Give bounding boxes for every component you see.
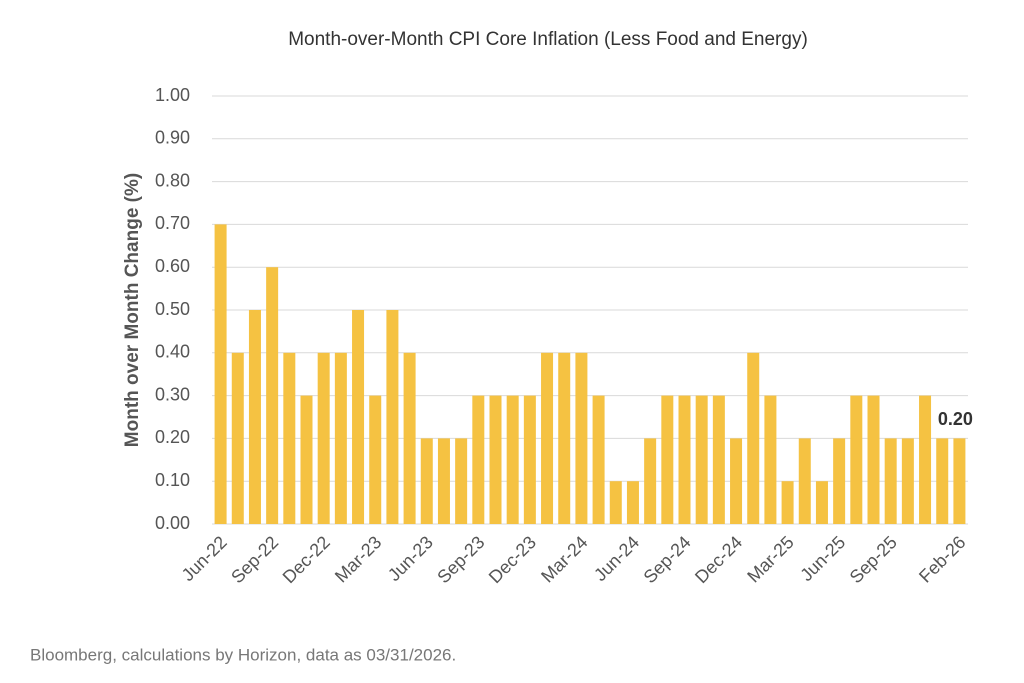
bar <box>266 267 279 524</box>
bar <box>300 395 313 524</box>
x-tick-label: Feb-26 <box>915 532 969 586</box>
y-tick-label: 0.50 <box>155 299 190 319</box>
x-tick-label: Sep-23 <box>433 532 488 587</box>
x-tick-label: Mar-23 <box>331 532 385 586</box>
y-tick-label: 0.70 <box>155 213 190 233</box>
bar <box>798 438 811 524</box>
chart-title: Month-over-Month CPI Core Inflation (Les… <box>288 29 808 50</box>
bar <box>644 438 657 524</box>
bar <box>472 395 485 524</box>
bar <box>609 481 622 524</box>
y-tick-label: 0.00 <box>155 513 190 533</box>
bar <box>506 395 519 524</box>
y-tick-label: 0.30 <box>155 384 190 404</box>
bar <box>317 352 330 524</box>
bar <box>626 481 639 524</box>
x-tick-label: Jun-23 <box>384 532 437 585</box>
bar <box>712 395 725 524</box>
value-label: 0.20 <box>938 409 973 429</box>
y-tick-label: 0.60 <box>155 256 190 276</box>
bar <box>901 438 914 524</box>
bar <box>369 395 382 524</box>
bar <box>334 352 347 524</box>
bar <box>730 438 743 524</box>
bar <box>936 438 949 524</box>
bar <box>283 352 296 524</box>
bar <box>386 310 399 524</box>
x-tick-label: Sep-25 <box>846 532 901 587</box>
y-tick-label: 0.40 <box>155 342 190 362</box>
bar <box>541 352 554 524</box>
x-tick-label: Dec-24 <box>691 532 746 587</box>
bar <box>919 395 932 524</box>
bar <box>850 395 863 524</box>
x-tick-label: Jun-24 <box>590 532 643 585</box>
bar <box>764 395 777 524</box>
x-tick-label: Mar-24 <box>537 532 591 586</box>
y-tick-label: 0.80 <box>155 170 190 190</box>
x-tick-label: Jun-22 <box>178 532 231 585</box>
bar <box>558 352 571 524</box>
bar <box>231 352 244 524</box>
x-tick-label: Dec-22 <box>279 532 334 587</box>
x-tick-label: Dec-23 <box>485 532 540 587</box>
bar <box>455 438 468 524</box>
bar <box>695 395 708 524</box>
x-tick-label: Sep-24 <box>639 532 694 587</box>
bar <box>437 438 450 524</box>
y-tick-label: 0.20 <box>155 427 190 447</box>
bar <box>248 310 261 524</box>
bar <box>592 395 605 524</box>
bar <box>489 395 502 524</box>
bar <box>352 310 365 524</box>
y-tick-label: 0.90 <box>155 128 190 148</box>
x-tick-label: Sep-22 <box>227 532 282 587</box>
bar <box>867 395 880 524</box>
bar <box>815 481 828 524</box>
bar <box>523 395 536 524</box>
y-tick-label: 0.10 <box>155 470 190 490</box>
x-tick-label: Mar-25 <box>743 532 797 586</box>
bar <box>420 438 433 524</box>
bar <box>953 438 966 524</box>
bar <box>884 438 897 524</box>
bar <box>575 352 588 524</box>
bar <box>214 224 227 524</box>
bar <box>781 481 794 524</box>
y-tick-label: 1.00 <box>155 85 190 105</box>
bar <box>661 395 674 524</box>
source-note: Bloomberg, calculations by Horizon, data… <box>30 645 456 664</box>
bar <box>403 352 416 524</box>
x-tick-label: Jun-25 <box>796 532 849 585</box>
bar <box>747 352 760 524</box>
bar <box>833 438 846 524</box>
bar <box>678 395 691 524</box>
y-axis-title: Month over Month Change (%) <box>122 173 143 447</box>
